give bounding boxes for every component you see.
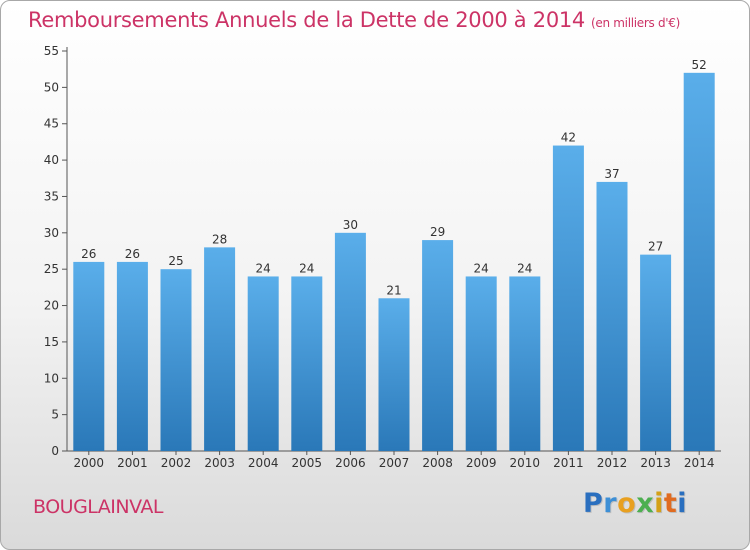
- y-tick-label: 35: [44, 189, 59, 203]
- axes: 0 5 10 15 20 25 30 35 40 45 50 55: [44, 44, 721, 458]
- bar: [160, 269, 192, 451]
- y-tick-label: 25: [44, 262, 59, 276]
- y-tick-label: 20: [44, 299, 59, 313]
- bars: [73, 72, 715, 452]
- commune-name: BOUGLAINVAL: [33, 496, 164, 518]
- x-tick-label: 2011: [553, 456, 584, 470]
- logo-letter: t: [663, 488, 678, 519]
- logo-letter: o: [617, 488, 637, 519]
- x-tick-label: 2008: [422, 456, 453, 470]
- bar: [509, 276, 541, 451]
- x-tick-label: 2000: [74, 456, 105, 470]
- title-main: Remboursements Annuels de la Dette de 20…: [28, 8, 585, 32]
- logo-letter: i: [677, 488, 688, 519]
- bar: [378, 298, 410, 451]
- bar-value-label: 21: [386, 283, 401, 297]
- x-tick-label: 2006: [335, 456, 366, 470]
- bar-value-label: 24: [517, 261, 532, 275]
- x-tick-label: 2007: [379, 456, 410, 470]
- bar: [116, 261, 148, 451]
- logo-letter: i: [654, 488, 664, 519]
- bar: [552, 145, 584, 451]
- x-tick-label: 2010: [510, 456, 541, 470]
- y-tick-label: 5: [51, 408, 59, 422]
- bar: [334, 232, 366, 451]
- x-tick-label: 2009: [466, 456, 497, 470]
- bar: [465, 276, 497, 451]
- bar-value-label: 30: [343, 218, 358, 232]
- bar-value-label: 26: [81, 247, 96, 261]
- bar-value-label: 42: [561, 131, 576, 145]
- x-tick-label: 2014: [684, 456, 715, 470]
- y-tick-label: 55: [44, 44, 59, 58]
- x-tick-label: 2013: [640, 456, 671, 470]
- bar-value-label: 24: [299, 261, 314, 275]
- chart-title: Remboursements Annuels de la Dette de 20…: [28, 8, 680, 32]
- logo-letter: x: [636, 488, 655, 519]
- bar-value-label: 37: [604, 167, 619, 181]
- bar: [683, 72, 715, 452]
- labels: 26 2000 26 2001 25 2002 28 2003 24 2004 24 2005 30 20…: [74, 58, 715, 470]
- bar: [291, 276, 323, 451]
- logo-letter: P: [583, 488, 604, 519]
- y-tick-label: 45: [44, 117, 59, 131]
- x-tick-label: 2003: [204, 456, 235, 470]
- bar-value-label: 25: [168, 254, 183, 268]
- x-tick-label: 2005: [292, 456, 323, 470]
- bar: [247, 276, 279, 451]
- y-tick-label: 15: [44, 335, 59, 349]
- logo-letter: r: [603, 488, 618, 519]
- bar-value-label: 52: [692, 58, 707, 72]
- y-tick-label: 30: [44, 226, 59, 240]
- y-tick-label: 50: [44, 80, 59, 94]
- y-tick-label: 0: [51, 444, 59, 458]
- bar-value-label: 27: [648, 240, 663, 254]
- bar: [596, 181, 628, 451]
- y-tick-label: 40: [44, 153, 59, 167]
- x-tick-label: 2001: [117, 456, 148, 470]
- bar: [640, 254, 672, 451]
- bar: [73, 261, 105, 451]
- bar-value-label: 29: [430, 225, 445, 239]
- x-tick-label: 2002: [161, 456, 192, 470]
- proxiti-logo: Proxiti: [583, 488, 687, 519]
- bar: [204, 247, 236, 451]
- title-unit: (en milliers d'€): [591, 16, 681, 30]
- x-tick-label: 2004: [248, 456, 279, 470]
- bar-value-label: 24: [474, 261, 489, 275]
- bar-value-label: 28: [212, 232, 227, 246]
- bar-value-label: 26: [125, 247, 140, 261]
- x-tick-label: 2012: [597, 456, 628, 470]
- bar-value-label: 24: [256, 261, 271, 275]
- y-tick-label: 10: [44, 371, 59, 385]
- bar: [422, 240, 454, 451]
